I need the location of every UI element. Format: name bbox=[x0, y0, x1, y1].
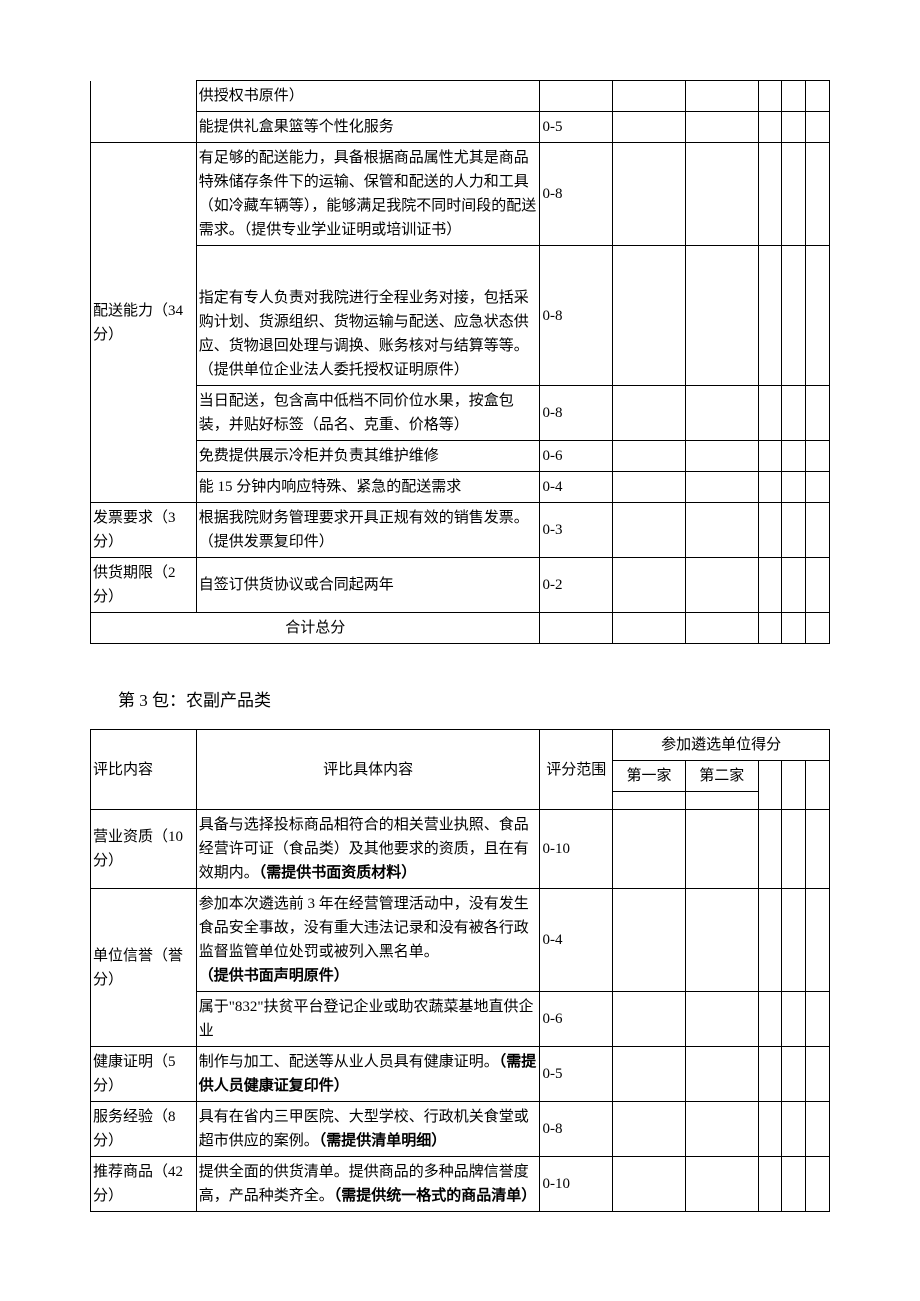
cell-range: 0-10 bbox=[540, 1157, 613, 1212]
table-row: 能提供礼盒果篮等个性化服务 0-5 bbox=[91, 112, 830, 143]
cell-desc: 有足够的配送能力，具备根据商品属性尤其是商品特殊储存条件下的运输、保管和配送的人… bbox=[196, 143, 540, 246]
table-row: 属于"832"扶贫平台登记企业或助农蔬菜基地直供企业 0-6 bbox=[91, 992, 830, 1047]
table-row: 发票要求（3 分） 根据我院财务管理要求开具正规有效的销售发票。（提供发票复印件… bbox=[91, 503, 830, 558]
header-row: 评比内容 评比具体内容 评分范围 参加遴选单位得分 bbox=[91, 730, 830, 761]
cell-range: 0-4 bbox=[540, 472, 613, 503]
table-row: 健康证明（5 分） 制作与加工、配送等从业人员具有健康证明。（需提供人员健康证复… bbox=[91, 1047, 830, 1102]
scoring-table-1: 供授权书原件） 能提供礼盒果篮等个性化服务 0-5 配送能力（34 分） 有足够… bbox=[90, 80, 830, 644]
table-row: 能 15 分钟内响应特殊、紧急的配送需求 0-4 bbox=[91, 472, 830, 503]
cell-desc: 制作与加工、配送等从业人员具有健康证明。（需提供人员健康证复印件） bbox=[196, 1047, 540, 1102]
table-row: 供货期限（2 分） 自签订供货协议或合同起两年 0-2 bbox=[91, 558, 830, 613]
table-row: 营业资质（10 分） 具备与选择投标商品相符合的相关营业执照、食品经营许可证（食… bbox=[91, 810, 830, 889]
table-total-row: 合计总分 bbox=[91, 613, 830, 644]
cell-category: 服务经验（8 分） bbox=[91, 1102, 197, 1157]
table-row: 配送能力（34 分） 有足够的配送能力，具备根据商品属性尤其是商品特殊储存条件下… bbox=[91, 143, 830, 246]
table-row: 服务经验（8 分） 具有在省内三甲医院、大型学校、行政机关食堂或超市供应的案例。… bbox=[91, 1102, 830, 1157]
header-s1: 第一家 bbox=[613, 761, 686, 792]
cell-category: 推荐商品（42 分） bbox=[91, 1157, 197, 1212]
cell-category: 营业资质（10 分） bbox=[91, 810, 197, 889]
cell-range: 0-8 bbox=[540, 1102, 613, 1157]
header-s2: 第二家 bbox=[685, 761, 758, 792]
table-row: 单位信誉（誉分） 参加本次遴选前 3 年在经营管理活动中，没有发生食品安全事故，… bbox=[91, 889, 830, 992]
header-desc: 评比具体内容 bbox=[196, 730, 540, 810]
cell-range: 0-8 bbox=[540, 246, 613, 386]
table-row: 指定有专人负责对我院进行全程业务对接，包括采购计划、货源组织、货物运输与配送、应… bbox=[91, 246, 830, 386]
cell-desc: 当日配送，包含高中低档不同价位水果，按盒包装，并贴好标签（品名、克重、价格等） bbox=[196, 386, 540, 441]
cell-category: 配送能力（34 分） bbox=[91, 143, 197, 503]
cell-category: 单位信誉（誉分） bbox=[91, 889, 197, 1047]
cell-desc: 具备与选择投标商品相符合的相关营业执照、食品经营许可证（食品类）及其他要求的资质… bbox=[196, 810, 540, 889]
cell-range: 0-5 bbox=[540, 112, 613, 143]
table-row: 推荐商品（42 分） 提供全面的供货清单。提供商品的多种品牌信誉度高，产品种类齐… bbox=[91, 1157, 830, 1212]
cell-desc: 供授权书原件） bbox=[196, 81, 540, 112]
table-row: 免费提供展示冷柜并负责其维护维修 0-6 bbox=[91, 441, 830, 472]
cell-range: 0-8 bbox=[540, 143, 613, 246]
scoring-table-2: 评比内容 评比具体内容 评分范围 参加遴选单位得分 第一家 第二家 营业资质（1… bbox=[90, 729, 830, 1212]
table-row: 供授权书原件） bbox=[91, 81, 830, 112]
header-scores: 参加遴选单位得分 bbox=[613, 730, 830, 761]
section-3-title: 第 3 包：农副产品类 bbox=[118, 686, 830, 711]
cell-desc: 参加本次遴选前 3 年在经营管理活动中，没有发生食品安全事故，没有重大违法记录和… bbox=[196, 889, 540, 992]
cell-desc: 自签订供货协议或合同起两年 bbox=[196, 558, 540, 613]
cell-category: 供货期限（2 分） bbox=[91, 558, 197, 613]
cell-desc: 能提供礼盒果篮等个性化服务 bbox=[196, 112, 540, 143]
cell-category: 发票要求（3 分） bbox=[91, 503, 197, 558]
cell-desc: 免费提供展示冷柜并负责其维护维修 bbox=[196, 441, 540, 472]
total-label: 合计总分 bbox=[91, 613, 540, 644]
cell-range: 0-2 bbox=[540, 558, 613, 613]
header-range: 评分范围 bbox=[540, 730, 613, 810]
cell-desc: 提供全面的供货清单。提供商品的多种品牌信誉度高，产品种类齐全。（需提供统一格式的… bbox=[196, 1157, 540, 1212]
cell-desc: 属于"832"扶贫平台登记企业或助农蔬菜基地直供企业 bbox=[196, 992, 540, 1047]
cell-range bbox=[540, 81, 613, 112]
cell-desc: 具有在省内三甲医院、大型学校、行政机关食堂或超市供应的案例。（需提供清单明细） bbox=[196, 1102, 540, 1157]
cell-category: 健康证明（5 分） bbox=[91, 1047, 197, 1102]
cell-range: 0-6 bbox=[540, 992, 613, 1047]
cell-range: 0-4 bbox=[540, 889, 613, 992]
cell-desc: 能 15 分钟内响应特殊、紧急的配送需求 bbox=[196, 472, 540, 503]
cell-range: 0-3 bbox=[540, 503, 613, 558]
header-category: 评比内容 bbox=[91, 730, 197, 810]
cell-range: 0-8 bbox=[540, 386, 613, 441]
cell-range: 0-5 bbox=[540, 1047, 613, 1102]
cell-range: 0-6 bbox=[540, 441, 613, 472]
cell-desc: 指定有专人负责对我院进行全程业务对接，包括采购计划、货源组织、货物运输与配送、应… bbox=[196, 246, 540, 386]
table-row: 当日配送，包含高中低档不同价位水果，按盒包装，并贴好标签（品名、克重、价格等） … bbox=[91, 386, 830, 441]
cell-desc: 根据我院财务管理要求开具正规有效的销售发票。（提供发票复印件） bbox=[196, 503, 540, 558]
cell-range: 0-10 bbox=[540, 810, 613, 889]
